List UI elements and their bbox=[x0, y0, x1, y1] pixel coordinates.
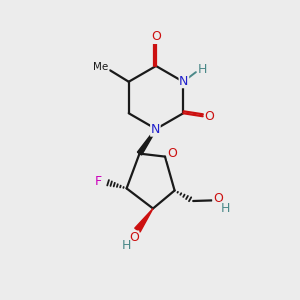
Text: H: H bbox=[198, 63, 207, 76]
Text: H: H bbox=[220, 202, 230, 215]
Text: O: O bbox=[151, 30, 161, 44]
Polygon shape bbox=[137, 129, 157, 155]
Text: Me: Me bbox=[94, 62, 109, 72]
Text: N: N bbox=[179, 75, 189, 88]
Text: F: F bbox=[95, 175, 102, 188]
Text: O: O bbox=[168, 147, 177, 160]
Text: N: N bbox=[151, 123, 160, 136]
Text: O: O bbox=[213, 191, 223, 205]
Text: O: O bbox=[204, 110, 214, 123]
Polygon shape bbox=[135, 208, 153, 232]
Text: O: O bbox=[129, 231, 139, 244]
Text: H: H bbox=[121, 239, 131, 252]
